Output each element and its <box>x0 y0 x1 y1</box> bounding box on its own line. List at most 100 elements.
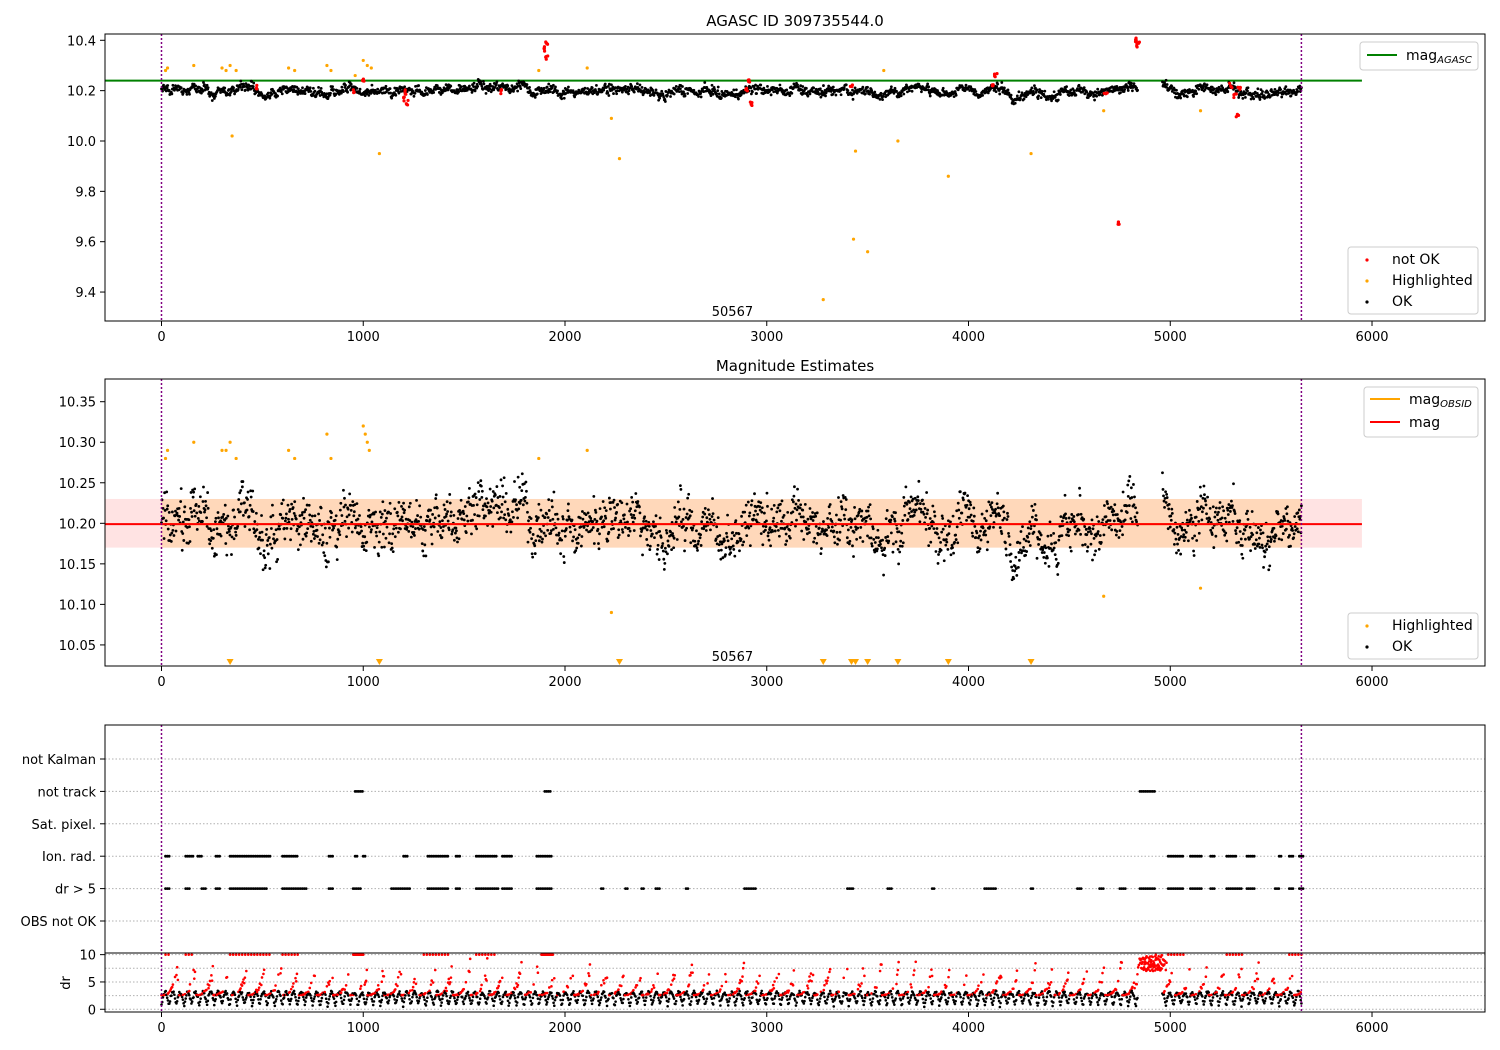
estimates-ok-point <box>462 518 466 522</box>
estimates-ok-point <box>423 528 427 532</box>
agasc-ok-point <box>643 90 647 94</box>
estimates-ok-point <box>575 546 579 550</box>
agasc-ok-point <box>994 90 998 94</box>
estimates-ok-point <box>885 539 889 543</box>
agasc-ok-point <box>711 92 715 96</box>
flags-mark <box>204 887 207 890</box>
estimates-ok-point <box>1233 509 1236 513</box>
agasc-ok-point <box>228 93 232 97</box>
agasc-ok-point <box>703 81 707 84</box>
estimates-ok-point <box>513 480 516 483</box>
agasc-notok-point <box>1135 44 1139 48</box>
estimates-ok-point <box>378 530 382 534</box>
estimates-ok-point <box>1295 527 1299 531</box>
estimates-ok-point <box>840 505 844 509</box>
estimates-ok-point <box>971 519 975 523</box>
estimates-ok-point <box>891 550 895 554</box>
estimates-ok-point <box>726 539 730 543</box>
agasc-ok-point <box>493 86 497 89</box>
estimates-ok-point <box>1027 540 1031 544</box>
estimates-ok-point <box>1121 490 1125 494</box>
estimates-ok-point <box>1022 537 1026 541</box>
estimates-ok-point <box>576 536 580 540</box>
estimates-ok-point <box>814 524 818 528</box>
estimates-ok-point <box>241 480 245 483</box>
estimates-ok-point <box>1199 505 1203 509</box>
estimates-ok-point <box>1253 547 1257 550</box>
estimates-ok-point <box>1184 531 1188 534</box>
estimates-ok-point <box>930 524 934 528</box>
estimates-ok-point <box>238 510 242 514</box>
estimates-ok-point <box>462 512 466 515</box>
estimates-ok-point <box>737 532 741 536</box>
estimates-ok-point <box>733 554 737 558</box>
estimates-ok-point <box>808 507 812 510</box>
estimates-ok-point <box>761 524 765 528</box>
estimates-ok-point <box>566 509 570 513</box>
estimates-ok-point <box>944 543 948 547</box>
agasc-ok-point <box>638 83 642 87</box>
estimates-ok-point <box>504 491 508 495</box>
agasc-ok-point <box>1043 89 1047 93</box>
estimates-ok-point <box>1012 577 1016 581</box>
estimates-ok-point <box>780 499 784 503</box>
estimates-ok-point <box>448 493 452 496</box>
estimates-ok-point <box>1002 516 1006 520</box>
agasc-ok-point <box>595 83 598 87</box>
estimates-ok-point <box>842 513 846 517</box>
estimates-ok-point <box>418 504 422 508</box>
estimates-ok-point <box>1115 513 1119 516</box>
estimates-ytick-label: 10.25 <box>59 477 96 492</box>
estimates-ok-point <box>275 560 278 564</box>
estimates-ok-point <box>555 512 559 516</box>
estimates-ok-point <box>468 486 471 490</box>
estimates-ok-point <box>783 526 787 530</box>
estimates-ok-point <box>655 531 658 535</box>
estimates-ok-point <box>230 553 233 556</box>
flags-category-label: OBS not OK <box>21 915 97 930</box>
estimates-ok-point <box>1019 530 1023 533</box>
estimates-ok-point <box>958 490 962 494</box>
estimates-ok-point <box>193 514 197 518</box>
estimates-ok-point <box>861 540 865 543</box>
estimates-ok-point <box>466 500 470 504</box>
estimates-ok-point <box>500 503 504 506</box>
estimates-ok-point <box>592 542 596 545</box>
estimates-ok-point <box>1013 564 1017 568</box>
agasc-ok-point <box>612 92 615 95</box>
estimates-ok-point <box>848 539 852 543</box>
estimates-ok-point <box>775 510 779 514</box>
estimates-ok-point <box>355 502 359 506</box>
estimates-ok-point <box>719 548 723 552</box>
agasc-highlighted-point <box>165 66 170 70</box>
agasc-ok-point <box>545 85 549 89</box>
estimates-ok-point <box>297 525 301 529</box>
estimates-ok-point <box>791 510 795 514</box>
estimates-ok-point <box>568 525 572 529</box>
agasc-ok-point <box>839 93 843 97</box>
estimates-ok-point <box>910 510 913 513</box>
estimates-ok-point <box>689 541 693 545</box>
flags-mark <box>642 887 645 890</box>
agasc-ok-point <box>610 83 613 87</box>
estimates-ok-point <box>972 514 976 518</box>
estimates-ok-point <box>1090 532 1093 536</box>
estimates-ok-point <box>921 510 925 514</box>
estimates-ok-point <box>590 528 594 532</box>
agasc-ok-point <box>699 95 703 99</box>
estimates-ok-point <box>977 550 981 553</box>
estimates-ok-point <box>925 512 929 516</box>
estimates-ok-point <box>750 499 754 503</box>
estimates-ok-point <box>534 515 538 518</box>
agasc-ok-point <box>910 89 914 93</box>
agasc-ok-point <box>1030 86 1034 90</box>
agasc-ok-point <box>941 86 945 90</box>
agasc-ok-point <box>344 83 347 87</box>
estimates-ok-point <box>679 487 683 491</box>
agasc-ok-point <box>389 91 393 95</box>
estimates-ok-point <box>367 508 371 512</box>
estimates-ok-point <box>539 535 542 539</box>
estimates-ok-point <box>854 525 857 529</box>
estimates-ok-point <box>493 493 497 497</box>
